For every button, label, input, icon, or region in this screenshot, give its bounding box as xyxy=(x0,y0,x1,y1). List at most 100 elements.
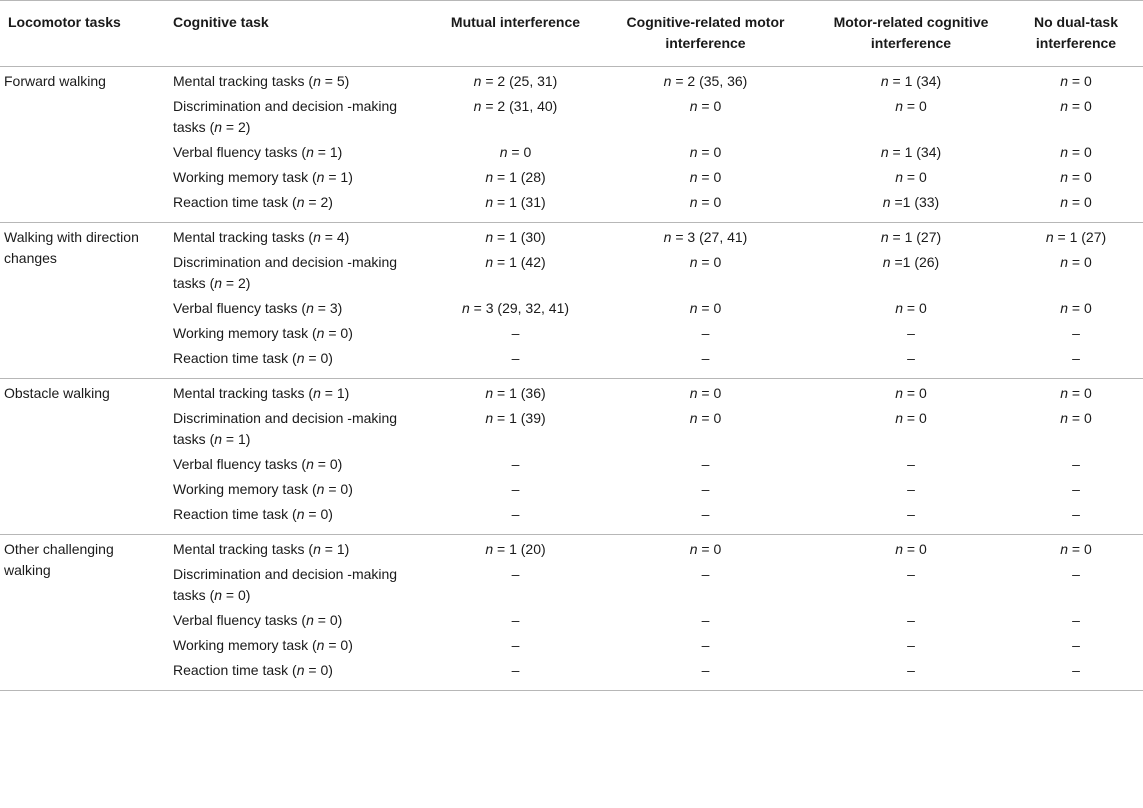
motor-cog-cell: n = 0 xyxy=(895,169,927,185)
mutual-cell: – xyxy=(511,566,520,582)
cog-motor-cell: n = 0 xyxy=(689,144,722,160)
group-section: Walking with direction changes Mental tra… xyxy=(0,223,1143,379)
motor-cog-cell: n = 1 (34) xyxy=(880,144,942,160)
table-row: Obstacle walking Mental tracking tasks (n… xyxy=(0,379,1143,405)
cognitive-task-cell: Mental tracking tasks (n = 1) xyxy=(173,541,350,557)
cog-motor-cell: n = 0 xyxy=(689,254,722,270)
mutual-cell: n = 1 (36) xyxy=(485,385,546,401)
none-cell: n = 0 xyxy=(1060,410,1092,426)
table-row: Working memory task (n = 0) – – – – xyxy=(0,475,1143,500)
table-row: Verbal fluency tasks (n = 0) – – – – xyxy=(0,606,1143,631)
none-cell: n = 1 (27) xyxy=(1045,229,1107,245)
table-header: Locomotor tasks Cognitive task Mutual in… xyxy=(0,0,1143,67)
cog-motor-cell: – xyxy=(701,612,710,628)
none-cell: – xyxy=(1072,662,1080,678)
mutual-cell: – xyxy=(511,350,520,366)
locomotor-task-cell: Other challenging walking xyxy=(4,541,114,578)
mutual-cell: n = 1 (31) xyxy=(485,194,546,210)
cog-motor-cell: – xyxy=(701,456,710,472)
locomotor-task-cell: Walking with direction changes xyxy=(4,229,139,266)
cog-motor-cell: – xyxy=(701,506,710,522)
none-cell: n = 0 xyxy=(1060,144,1092,160)
mutual-cell: n = 0 xyxy=(499,144,532,160)
table-row: Forward walking Mental tracking tasks (n … xyxy=(0,67,1143,93)
cognitive-task-cell: Working memory task (n = 0) xyxy=(173,481,353,497)
mutual-cell: n = 1 (20) xyxy=(485,541,546,557)
cognitive-task-cell: Verbal fluency tasks (n = 0) xyxy=(173,612,343,628)
mutual-cell: – xyxy=(511,662,520,678)
cognitive-task-cell: Discrimination and decision -making task… xyxy=(173,254,398,291)
table-row: Verbal fluency tasks (n = 3) n = 3 (29, 3… xyxy=(0,294,1143,319)
motor-cog-cell: n = 0 xyxy=(895,98,927,114)
none-cell: n = 0 xyxy=(1060,254,1092,270)
cognitive-task-cell: Verbal fluency tasks (n = 1) xyxy=(173,144,343,160)
cognitive-task-cell: Reaction time task (n = 0) xyxy=(173,662,333,678)
mutual-cell: n = 1 (42) xyxy=(485,254,546,270)
motor-cog-cell: n = 0 xyxy=(895,385,927,401)
none-cell: n = 0 xyxy=(1060,194,1092,210)
mutual-cell: – xyxy=(511,612,520,628)
table-row: Walking with direction changes Mental tra… xyxy=(0,223,1143,266)
locomotor-task-cell: Obstacle walking xyxy=(4,385,110,401)
cognitive-task-cell: Mental tracking tasks (n = 4) xyxy=(173,229,350,245)
cog-motor-cell: n = 0 xyxy=(689,169,722,185)
header-cognitive: Cognitive task xyxy=(173,14,269,30)
cognitive-task-cell: Discrimination and decision -making task… xyxy=(173,410,398,447)
cognitive-task-cell: Working memory task (n = 0) xyxy=(173,325,353,341)
table-row: Reaction time task (n = 0) – – – – xyxy=(0,656,1143,691)
none-cell: n = 0 xyxy=(1060,73,1092,89)
cog-motor-cell: – xyxy=(701,325,710,341)
cog-motor-cell: – xyxy=(701,566,710,582)
cognitive-task-cell: Reaction time task (n = 0) xyxy=(173,350,333,366)
none-cell: – xyxy=(1072,506,1080,522)
none-cell: n = 0 xyxy=(1060,98,1092,114)
none-cell: – xyxy=(1072,350,1080,366)
group-section: Other challenging walking Mental tracking… xyxy=(0,535,1143,691)
motor-cog-cell: n = 1 (27) xyxy=(880,229,942,245)
motor-cog-cell: n = 0 xyxy=(895,410,927,426)
motor-cog-cell: – xyxy=(907,325,915,341)
table-row: Working memory task (n = 0) – – – – xyxy=(0,631,1143,656)
none-cell: n = 0 xyxy=(1060,541,1092,557)
none-cell: – xyxy=(1072,481,1080,497)
mutual-cell: n = 2 (25, 31) xyxy=(473,73,558,89)
none-cell: – xyxy=(1072,612,1080,628)
table-row: Working memory task (n = 1) n = 1 (28) n =… xyxy=(0,163,1143,188)
none-cell: n = 0 xyxy=(1060,385,1092,401)
cog-motor-cell: n = 0 xyxy=(689,194,722,210)
group-section: Forward walking Mental tracking tasks (n … xyxy=(0,67,1143,223)
table-row: Reaction time task (n = 0) – – – – xyxy=(0,344,1143,379)
cognitive-task-cell: Mental tracking tasks (n = 1) xyxy=(173,385,350,401)
locomotor-task-cell: Forward walking xyxy=(4,73,106,89)
cognitive-task-cell: Discrimination and decision -making task… xyxy=(173,98,398,135)
cog-motor-cell: n = 0 xyxy=(689,410,722,426)
cog-motor-cell: n = 3 (27, 41) xyxy=(663,229,748,245)
mutual-cell: – xyxy=(511,506,520,522)
mutual-cell: – xyxy=(511,456,520,472)
table-row: Discrimination and decision -making task… xyxy=(0,404,1143,450)
cog-motor-cell: – xyxy=(701,637,710,653)
mutual-cell: n = 1 (39) xyxy=(485,410,546,426)
cognitive-task-cell: Working memory task (n = 1) xyxy=(173,169,353,185)
header-locomotor: Locomotor tasks xyxy=(8,14,121,30)
cog-motor-cell: n = 2 (35, 36) xyxy=(663,73,748,89)
motor-cog-cell: – xyxy=(907,612,915,628)
cognitive-task-cell: Reaction time task (n = 2) xyxy=(173,194,333,210)
motor-cog-cell: – xyxy=(907,350,915,366)
motor-cog-cell: – xyxy=(907,456,915,472)
table-row: Reaction time task (n = 2) n = 1 (31) n = … xyxy=(0,188,1143,223)
group-section: Obstacle walking Mental tracking tasks (n… xyxy=(0,379,1143,535)
motor-cog-cell: – xyxy=(907,637,915,653)
none-cell: – xyxy=(1072,637,1080,653)
cognitive-task-cell: Working memory task (n = 0) xyxy=(173,637,353,653)
header-none: No dual-task interference xyxy=(1033,14,1118,51)
none-cell: – xyxy=(1072,325,1080,341)
header-motor-cog: Motor-related cognitive interference xyxy=(833,14,989,51)
cog-motor-cell: n = 0 xyxy=(689,98,722,114)
table-row: Reaction time task (n = 0) – – – – xyxy=(0,500,1143,535)
results-table: Locomotor tasks Cognitive task Mutual in… xyxy=(0,0,1143,691)
header-mutual: Mutual interference xyxy=(450,14,581,30)
motor-cog-cell: – xyxy=(907,566,915,582)
mutual-cell: n = 2 (31, 40) xyxy=(473,98,558,114)
none-cell: – xyxy=(1072,456,1080,472)
